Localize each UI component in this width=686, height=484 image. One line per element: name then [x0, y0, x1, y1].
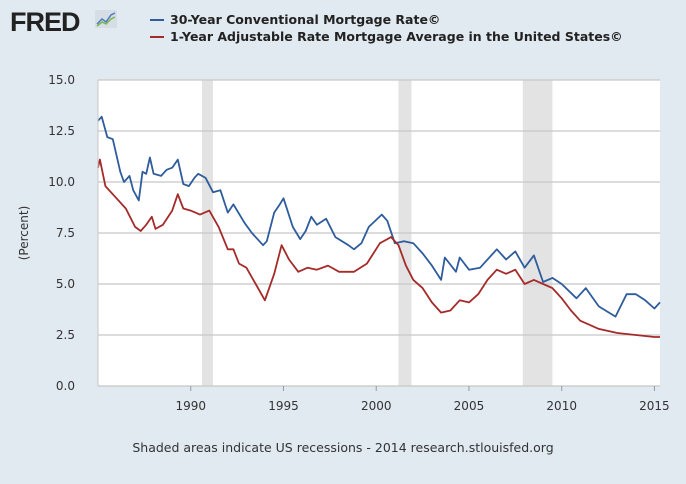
y-tick-label: 0.0	[56, 379, 75, 393]
legend-label: 1-Year Adjustable Rate Mortgage Average …	[170, 29, 623, 44]
y-axis-label: (Percent)	[17, 206, 31, 261]
fred-logo: FRED	[10, 7, 80, 37]
x-tick-label: 2005	[454, 399, 485, 413]
y-tick-label: 7.5	[56, 226, 75, 240]
y-tick-label: 15.0	[48, 73, 75, 87]
series-line-1yr-arm	[97, 158, 660, 338]
x-tick-label: 1995	[268, 399, 299, 413]
x-tick-label: 2015	[639, 399, 670, 413]
y-tick-label: 2.5	[56, 328, 75, 342]
legend-item-1yr-arm: 1-Year Adjustable Rate Mortgage Average …	[150, 29, 623, 44]
x-tick-label: 1990	[175, 399, 206, 413]
legend-swatch-blue	[150, 18, 164, 21]
x-tick-label: 2010	[546, 399, 577, 413]
y-tick-label: 12.5	[48, 124, 75, 138]
legend-item-30yr: 30-Year Conventional Mortgage Rate©	[150, 12, 440, 27]
x-tick-label: 2000	[361, 399, 392, 413]
footer-note: Shaded areas indicate US recessions - 20…	[132, 440, 554, 455]
fred-logo-graph-icon	[95, 10, 117, 28]
series-line-30yr	[97, 115, 661, 318]
y-tick-label: 5.0	[56, 277, 75, 291]
legend-label: 30-Year Conventional Mortgage Rate©	[170, 12, 441, 27]
legend-swatch-red	[150, 35, 164, 38]
y-tick-label: 10.0	[48, 175, 75, 189]
